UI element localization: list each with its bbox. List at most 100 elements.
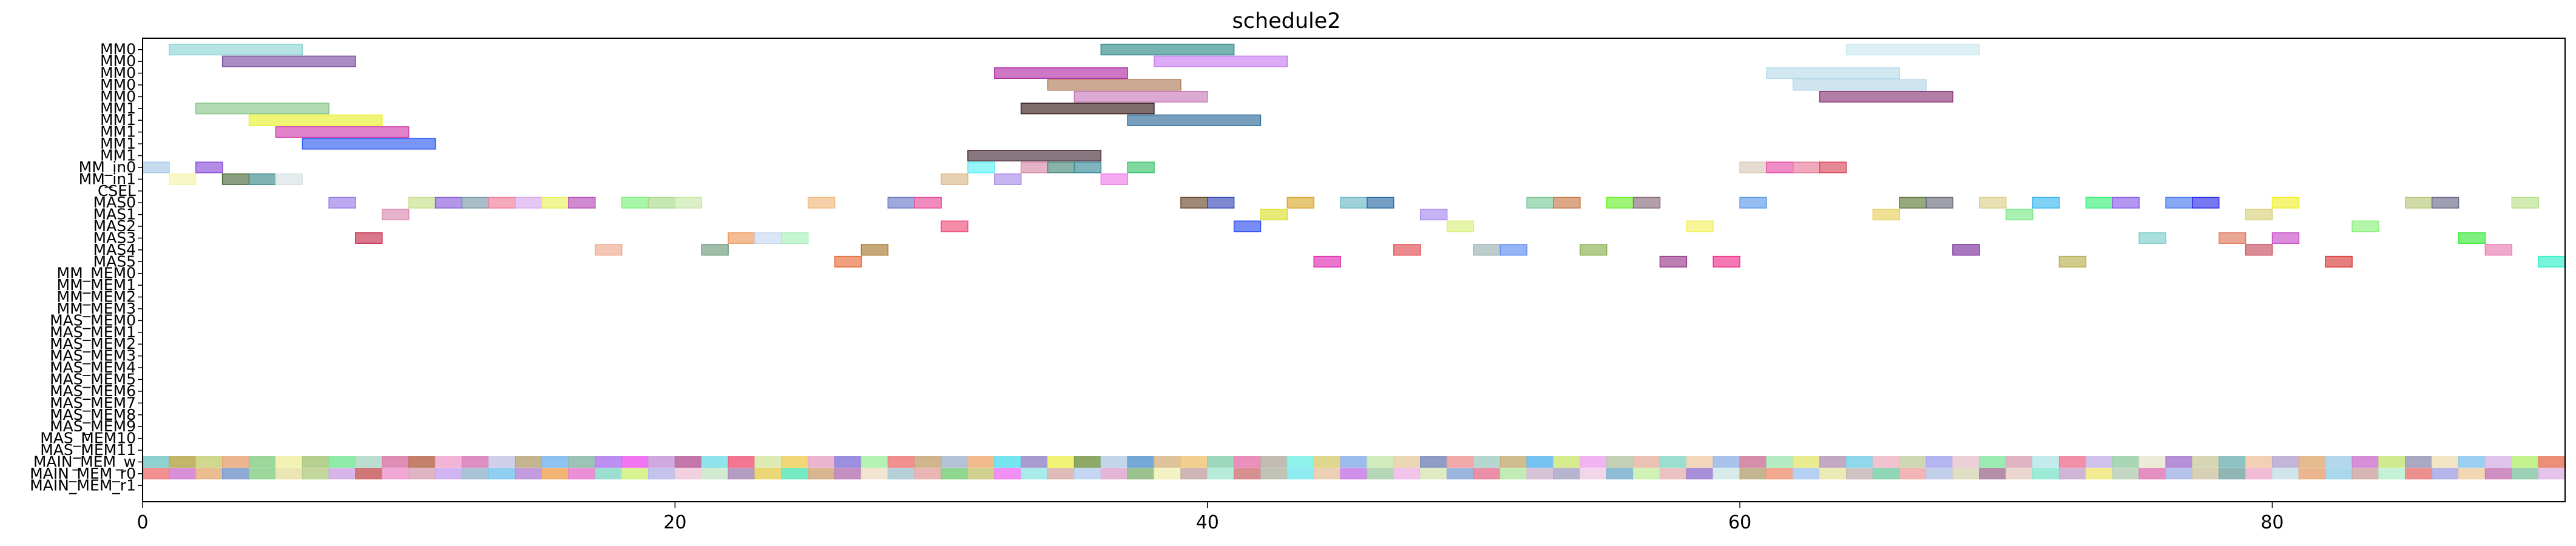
schedule-bar bbox=[754, 232, 782, 244]
y-tick-label: MAIN_MEM_w bbox=[33, 453, 136, 470]
memory-bar bbox=[2538, 456, 2566, 468]
schedule-bar bbox=[1393, 244, 1421, 256]
schedule-bar bbox=[834, 255, 862, 268]
schedule-bar bbox=[2271, 197, 2300, 209]
schedule-bar bbox=[1819, 90, 1953, 103]
memory-bar bbox=[328, 456, 356, 468]
schedule-bar bbox=[1979, 197, 2007, 209]
schedule-bar bbox=[1020, 161, 1049, 174]
schedule-bar bbox=[2192, 197, 2220, 209]
y-tick-label: MAS0 bbox=[93, 194, 136, 211]
memory-bar bbox=[1793, 456, 1820, 468]
memory-bar bbox=[1127, 468, 1155, 480]
schedule-bar bbox=[221, 55, 356, 67]
memory-bar bbox=[1846, 456, 1874, 468]
memory-bar bbox=[2538, 468, 2566, 480]
memory-bar bbox=[1899, 468, 1927, 480]
memory-bar bbox=[541, 456, 569, 468]
memory-bar bbox=[275, 468, 303, 480]
schedule-bar bbox=[728, 232, 756, 244]
memory-bar bbox=[1979, 468, 2007, 480]
memory-bar bbox=[1712, 456, 1740, 468]
schedule-bar bbox=[2405, 197, 2433, 209]
memory-bar bbox=[541, 468, 569, 480]
memory-bar bbox=[2351, 456, 2379, 468]
memory-bar bbox=[754, 456, 782, 468]
schedule-bar bbox=[275, 173, 303, 185]
memory-bar bbox=[808, 456, 836, 468]
memory-bar bbox=[887, 468, 915, 480]
memory-bar bbox=[222, 456, 250, 468]
y-tick-label: MM0 bbox=[100, 64, 136, 82]
memory-bar bbox=[2325, 468, 2353, 480]
y-tick-label: MM_in0 bbox=[79, 158, 136, 176]
schedule-bar bbox=[2484, 244, 2513, 256]
schedule-bar bbox=[1952, 244, 1980, 256]
schedule-bar bbox=[2058, 255, 2087, 268]
y-tick-label: MM1 bbox=[100, 99, 136, 117]
memory-bar bbox=[1952, 468, 1980, 480]
memory-bar bbox=[781, 456, 809, 468]
schedule-bar bbox=[2006, 209, 2033, 221]
memory-bar bbox=[1286, 468, 1314, 480]
y-axis: MM0MM0MM0MM0MM0MM1MM1MM1MM1MM1MM_in0MM_i… bbox=[30, 41, 143, 494]
memory-bar bbox=[1073, 468, 1101, 480]
memory-bar bbox=[248, 456, 277, 468]
schedule-bar bbox=[2538, 255, 2566, 268]
schedule-bar bbox=[1793, 79, 1927, 91]
schedule-bar bbox=[1766, 161, 1794, 174]
memory-bar bbox=[2219, 456, 2246, 468]
memory-bar bbox=[195, 456, 223, 468]
memory-bar bbox=[647, 456, 676, 468]
y-tick-label: MAS_MEM11 bbox=[40, 441, 136, 459]
memory-bar bbox=[1154, 468, 1182, 480]
schedule-bar bbox=[1739, 197, 1767, 209]
memory-bar bbox=[2271, 468, 2300, 480]
memory-bar bbox=[1712, 468, 1740, 480]
schedule-bar bbox=[1473, 244, 1501, 256]
y-tick-label: MAS3 bbox=[93, 229, 136, 246]
memory-bar bbox=[834, 468, 862, 480]
schedule-bar bbox=[1127, 114, 1262, 126]
y-tick-label: MM_MEM0 bbox=[57, 265, 136, 282]
memory-bar bbox=[1367, 456, 1394, 468]
schedule-bar bbox=[1180, 197, 1208, 209]
memory-bar bbox=[2511, 456, 2539, 468]
schedule-bar bbox=[1260, 209, 1288, 221]
memory-bar bbox=[1260, 456, 1288, 468]
y-tick-label: MAS_MEM3 bbox=[50, 347, 136, 365]
schedule-bar bbox=[2271, 232, 2300, 244]
schedule-bar bbox=[2245, 209, 2273, 221]
memory-bar bbox=[169, 456, 197, 468]
y-tick-label: MAS_MEM8 bbox=[50, 406, 136, 423]
y-tick-label: MAS5 bbox=[93, 252, 136, 270]
memory-bar bbox=[2085, 468, 2113, 480]
schedule-bar bbox=[1206, 197, 1235, 209]
memory-bar bbox=[1020, 468, 1049, 480]
memory-bar bbox=[222, 468, 250, 480]
memory-bar bbox=[967, 456, 995, 468]
schedule-bar bbox=[169, 44, 303, 56]
memory-bar bbox=[488, 456, 516, 468]
memory-bar bbox=[1925, 468, 1953, 480]
memory-bar bbox=[1499, 468, 1527, 480]
schedule-bar bbox=[382, 209, 410, 221]
memory-bar bbox=[1952, 456, 1980, 468]
memory-bar bbox=[2006, 456, 2033, 468]
memory-bar bbox=[1233, 456, 1262, 468]
memory-bar bbox=[2192, 456, 2220, 468]
memory-bar bbox=[2351, 468, 2379, 480]
memory-bar bbox=[1420, 456, 1448, 468]
schedule-bar bbox=[541, 197, 569, 209]
schedule-bar bbox=[142, 161, 170, 174]
chart-title: schedule2 bbox=[1232, 9, 1340, 33]
memory-bar bbox=[302, 468, 330, 480]
memory-bar bbox=[408, 456, 436, 468]
memory-bar bbox=[2378, 468, 2406, 480]
memory-bar bbox=[434, 468, 463, 480]
memory-bar bbox=[382, 468, 410, 480]
memory-bar bbox=[994, 468, 1022, 480]
memory-bar bbox=[515, 456, 543, 468]
memory-bar bbox=[1872, 468, 1900, 480]
